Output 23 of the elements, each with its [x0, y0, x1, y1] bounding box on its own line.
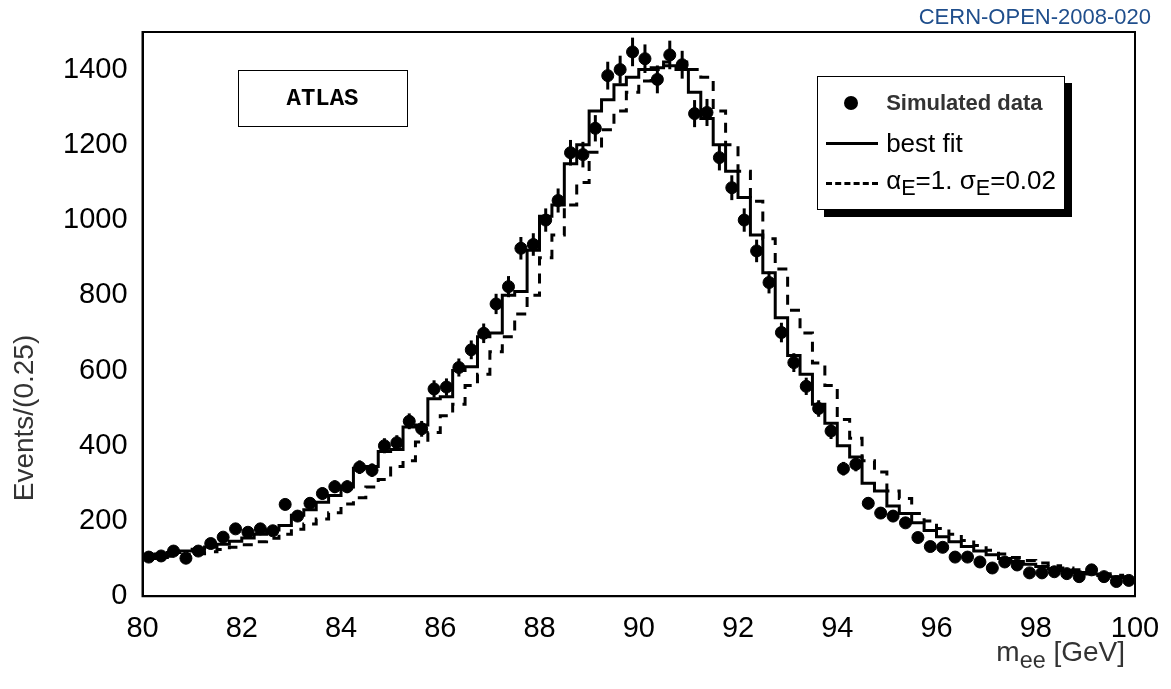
y-tick-label: 1000: [63, 202, 128, 235]
y-tick-label: 1200: [63, 126, 128, 159]
text: CERN-OPEN-2008-020: [918, 4, 1151, 30]
y-tick-label: 600: [79, 352, 128, 385]
x-tick-label: 82: [225, 610, 258, 643]
y-tick-label: 200: [79, 502, 128, 535]
y-axis-title: Events/(0.25): [8, 334, 40, 502]
legend-label: α$_{E}$=1. σ$_{E}$=0.02: [886, 164, 1056, 202]
x-tick-label: 90: [622, 610, 655, 643]
legend-label: best fit: [886, 127, 963, 159]
x-tick-label: 96: [920, 610, 953, 643]
y-tick-label: 1400: [63, 51, 128, 84]
y-tick-label: 800: [79, 277, 128, 310]
x-tick-label: 92: [721, 610, 755, 643]
y-tick-label: 0: [111, 578, 128, 611]
y-tick-label: 400: [79, 427, 128, 460]
x-tick-label: 86: [424, 610, 457, 643]
x-tick-label: 88: [523, 610, 556, 643]
x-tick-label: 80: [126, 610, 159, 643]
legend-label: Simulated data: [886, 90, 1043, 116]
annotation: ATLAS: [237, 70, 408, 127]
x-tick-label: 84: [324, 610, 358, 643]
x-tick-label: 94: [821, 610, 854, 643]
